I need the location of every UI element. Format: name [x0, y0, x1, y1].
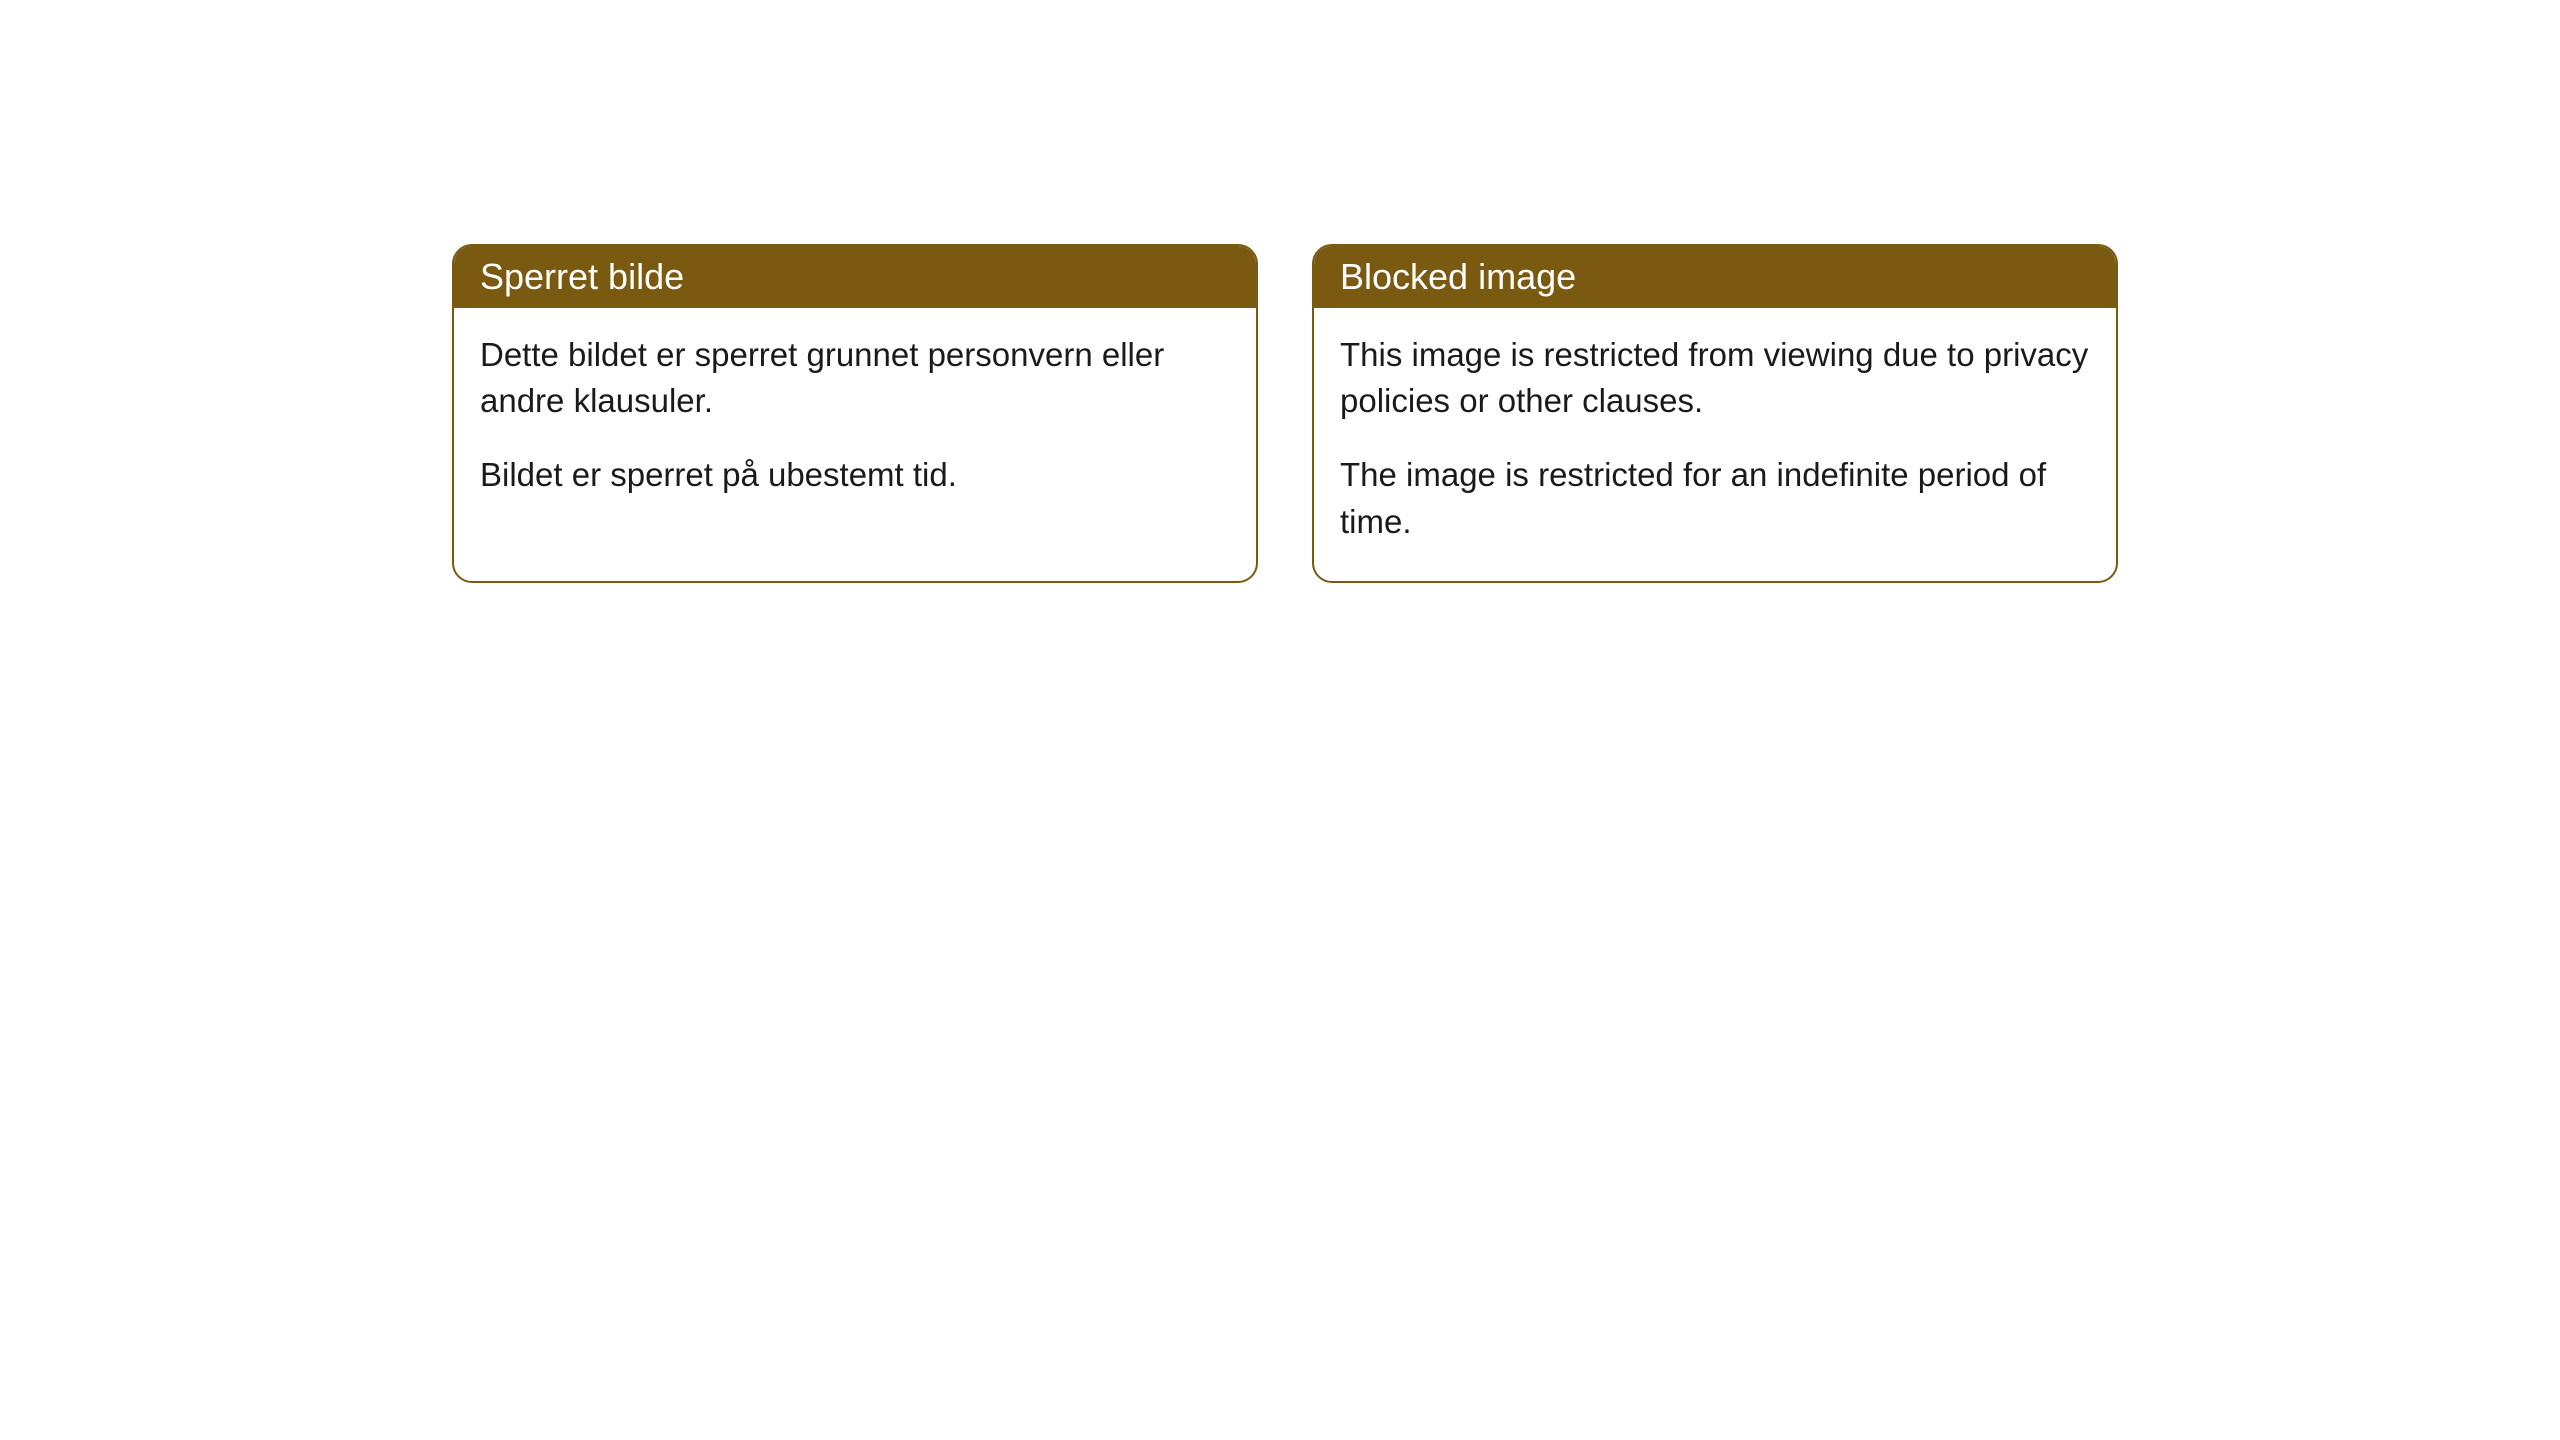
card-paragraph: Dette bildet er sperret grunnet personve… — [480, 332, 1230, 424]
card-body-english: This image is restricted from viewing du… — [1314, 308, 2116, 581]
cards-container: Sperret bilde Dette bildet er sperret gr… — [0, 0, 2560, 583]
card-norwegian: Sperret bilde Dette bildet er sperret gr… — [452, 244, 1258, 583]
card-body-norwegian: Dette bildet er sperret grunnet personve… — [454, 308, 1256, 535]
card-title: Sperret bilde — [480, 256, 684, 297]
card-title: Blocked image — [1340, 256, 1576, 297]
card-paragraph: This image is restricted from viewing du… — [1340, 332, 2090, 424]
card-paragraph: The image is restricted for an indefinit… — [1340, 452, 2090, 544]
card-paragraph: Bildet er sperret på ubestemt tid. — [480, 452, 1230, 498]
card-english: Blocked image This image is restricted f… — [1312, 244, 2118, 583]
card-header-norwegian: Sperret bilde — [454, 246, 1256, 308]
card-header-english: Blocked image — [1314, 246, 2116, 308]
